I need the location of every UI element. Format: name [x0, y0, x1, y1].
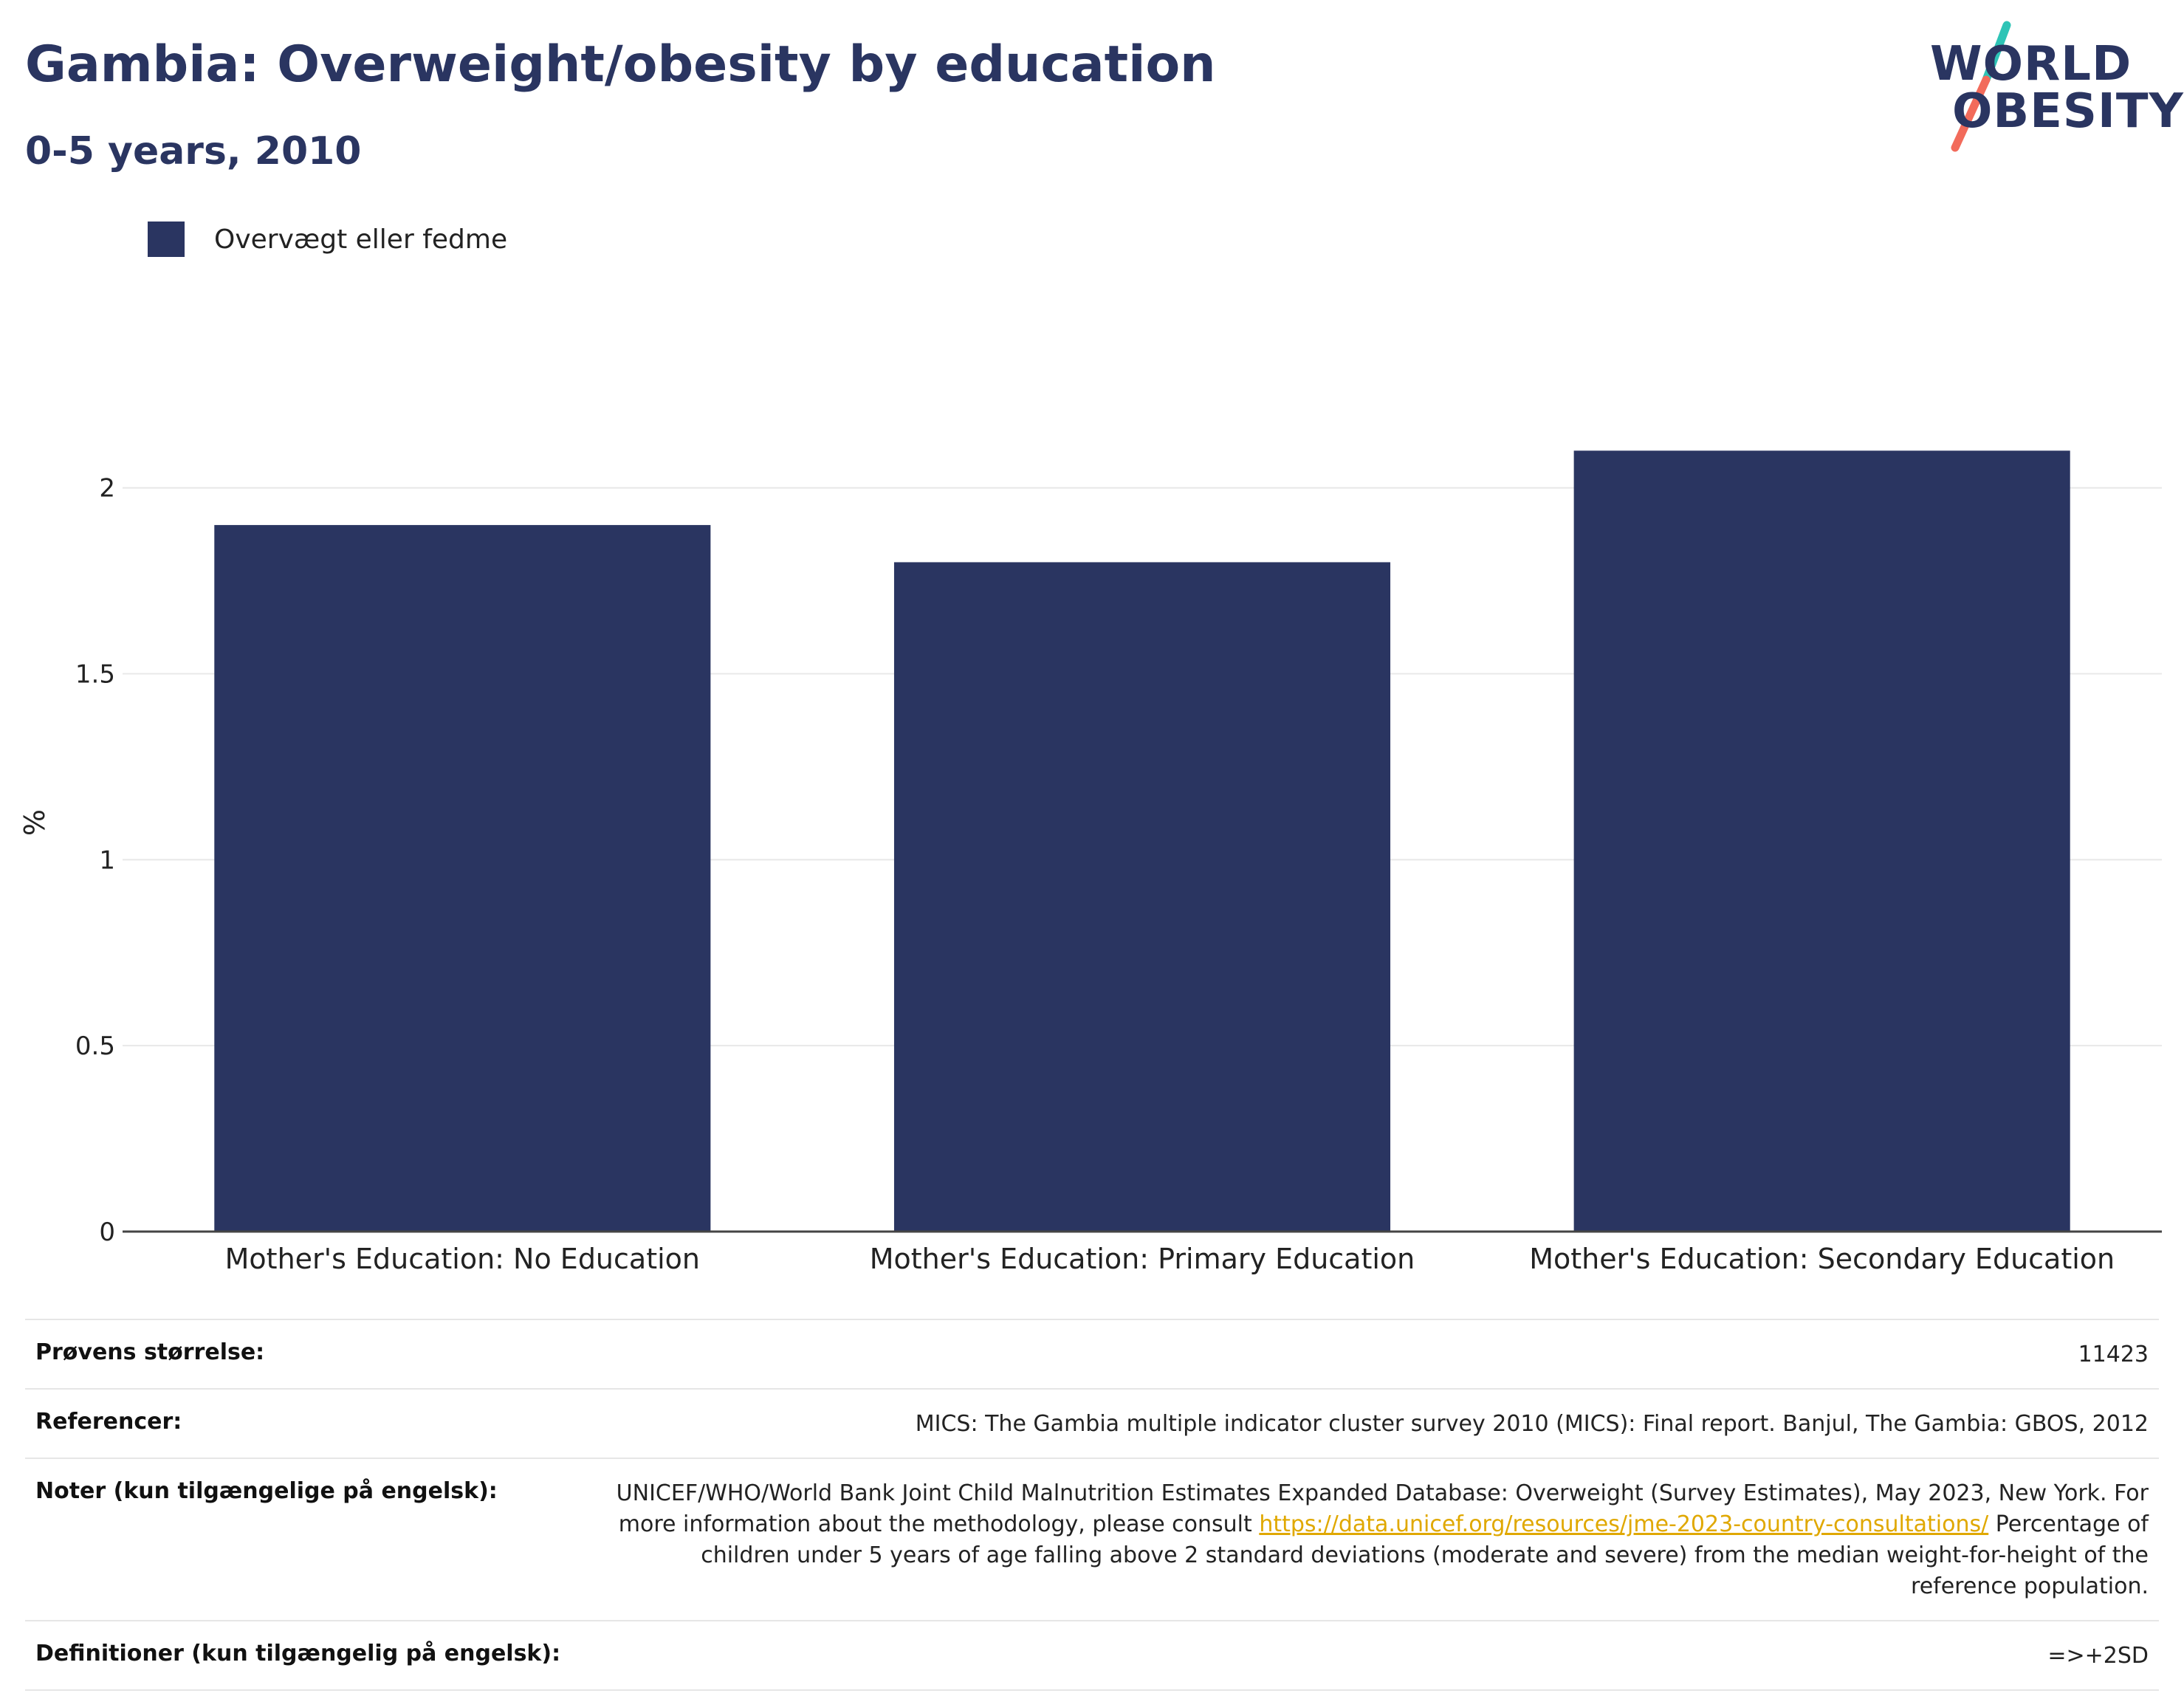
logo-slash-icon [1951, 21, 2011, 152]
legend[interactable]: Overvægt eller fedme [148, 220, 507, 258]
notes-link[interactable]: https://data.unicef.org/resources/jme-20… [1259, 1511, 1989, 1537]
x-tick-label: Mother's Education: Secondary Education [1529, 1243, 2115, 1275]
meta-key: Definitioner (kun tilgængelig på engelsk… [35, 1641, 561, 1666]
meta-value: =>+2SD [2047, 1643, 2149, 1669]
y-tick-label: 1.5 [75, 660, 115, 690]
bar[interactable] [214, 525, 711, 1232]
y-tick-label: 2 [99, 474, 115, 504]
meta-key: Referencer: [35, 1409, 182, 1435]
legend-label: Overvægt eller fedme [214, 224, 508, 255]
meta-row-notes: Noter (kun tilgængelige på engelsk): UNI… [25, 1458, 2159, 1620]
meta-row-sample-size: Prøvens størrelse: 11423 [25, 1319, 2159, 1388]
y-tick-label: 0 [99, 1218, 115, 1247]
chart-title: Gambia: Overweight/obesity by education [25, 35, 1216, 94]
logo-line-1: WORLD [1930, 37, 2132, 92]
bar[interactable] [893, 562, 1391, 1232]
meta-key: Noter (kun tilgængelige på engelsk): [35, 1478, 498, 1504]
x-tick-label: Mother's Education: Primary Education [870, 1243, 1415, 1275]
meta-row-definitions: Definitioner (kun tilgængelig på engelsk… [25, 1620, 2159, 1691]
bar[interactable] [1573, 450, 2070, 1232]
y-axis-ticks: 0 0.5 1 1.5 2 [75, 474, 115, 1247]
logo-line-2: OBESITY [1952, 84, 2184, 139]
meta-key: Prøvens størrelse: [35, 1339, 265, 1365]
x-tick-label: Mother's Education: No Education [225, 1243, 700, 1275]
y-tick-label: 0.5 [75, 1031, 115, 1061]
chart-subtitle: 0-5 years, 2010 [25, 129, 362, 174]
bars [214, 450, 2070, 1232]
x-axis-labels: Mother's Education: No Education Mother's… [225, 1243, 2115, 1275]
meta-value: MICS: The Gambia multiple indicator clus… [915, 1411, 2149, 1437]
notes-text-before: UNICEF/WHO/World Bank Joint Child Malnut… [616, 1480, 2149, 1537]
meta-value: 11423 [2078, 1342, 2149, 1367]
bar-chart: 0 0.5 1 1.5 2 Mother's Education: No Educati… [18, 450, 2162, 1275]
notes-text-after: Percentage of children under 5 years of … [701, 1511, 2149, 1599]
world-obesity-logo[interactable]: WORLD OBESITY [1920, 21, 2183, 154]
legend-swatch [148, 222, 185, 257]
y-axis-label: % [18, 809, 51, 836]
metadata-table: Prøvens størrelse: 11423 Referencer: MIC… [25, 1319, 2159, 1691]
meta-value: UNICEF/WHO/World Bank Joint Child Malnut… [598, 1478, 2149, 1602]
y-tick-label: 1 [99, 845, 115, 875]
meta-row-references: Referencer: MICS: The Gambia multiple in… [25, 1388, 2159, 1458]
